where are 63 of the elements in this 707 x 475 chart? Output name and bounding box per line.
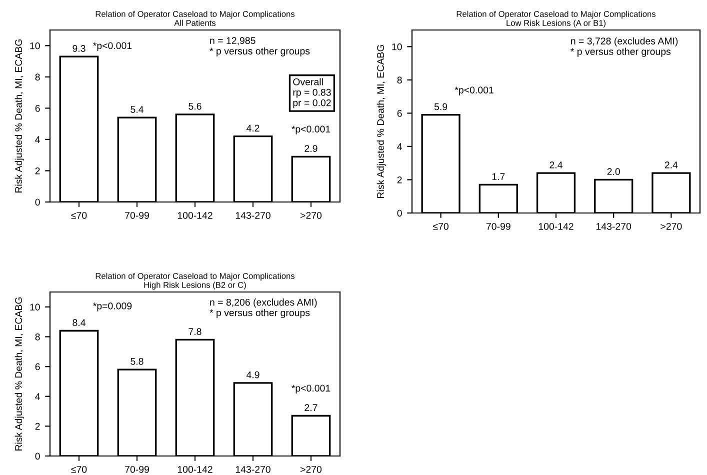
x-tick-label: >270 xyxy=(300,466,322,473)
data-label: 9.3 xyxy=(72,45,86,52)
y-axis-title: Risk Adjusted % Death, MI, ECABG xyxy=(376,44,386,198)
annotation: *p<0.001 xyxy=(292,384,330,394)
x-tick-label: >270 xyxy=(660,222,682,230)
y-tick-label: 0 xyxy=(397,210,402,217)
x-tick-label: 70-99 xyxy=(125,212,149,219)
y-tick-label: 6 xyxy=(35,363,40,370)
data-label: 4.2 xyxy=(246,124,260,132)
x-tick-label: 143-270 xyxy=(596,222,632,230)
y-tick-label: 0 xyxy=(35,198,40,206)
data-label: 2.0 xyxy=(607,168,620,176)
annotation: Overall rp = 0.83 pr = 0.02 xyxy=(293,78,331,108)
chart-title: Relation of Operator Caseload to Major Complications All Patients xyxy=(96,10,295,26)
data-label: 5.6 xyxy=(188,102,202,110)
annotation: *p<0.001 xyxy=(292,126,330,134)
data-label: 7.8 xyxy=(188,328,202,336)
x-tick-label: ≤70 xyxy=(433,222,448,230)
y-tick-label: 10 xyxy=(30,304,40,311)
chart-title: Relation of Operator Caseload to Major Complications High Risk Lesions (B2 or C) xyxy=(96,272,295,290)
data-label: 2.9 xyxy=(304,145,318,152)
y-tick-label: 2 xyxy=(35,422,40,430)
data-label: 8.4 xyxy=(72,319,86,326)
y-tick-label: 4 xyxy=(397,143,402,150)
y-tick-label: 10 xyxy=(392,43,402,50)
y-tick-label: 2 xyxy=(397,176,402,184)
y-tick-label: 10 xyxy=(30,42,40,50)
x-tick-label: ≤70 xyxy=(71,212,87,219)
y-tick-label: 4 xyxy=(35,136,40,143)
data-label: 2.4 xyxy=(664,161,678,168)
data-label: 2.4 xyxy=(550,161,562,168)
y-tick-label: 0 xyxy=(35,452,40,460)
annotation: *p=0.009 xyxy=(93,302,132,312)
annotation: n = 3,728 (excludes AMI) * p versus other groups xyxy=(570,37,678,57)
y-tick-label: 8 xyxy=(35,333,40,340)
y-axis-title: Risk Adjusted % Death, MI, ECABG xyxy=(14,297,24,450)
x-tick-label: 70-99 xyxy=(486,222,510,230)
data-label: 2.7 xyxy=(304,404,318,411)
y-tick-label: 6 xyxy=(397,110,402,117)
data-label: 4.9 xyxy=(246,371,260,378)
annotation: n = 8,206 (excludes AMI) * p versus other groups xyxy=(210,298,317,318)
x-tick-label: >270 xyxy=(300,212,322,219)
data-label: 5.9 xyxy=(434,103,448,110)
x-tick-label: 100-142 xyxy=(178,466,212,473)
y-tick-label: 6 xyxy=(35,104,40,112)
y-tick-label: 4 xyxy=(35,393,40,400)
y-tick-label: 8 xyxy=(35,74,40,81)
y-tick-label: 2 xyxy=(35,167,40,174)
annotation: *p<0.001 xyxy=(454,86,494,96)
x-tick-label: 70-99 xyxy=(125,466,149,473)
x-tick-label: ≤70 xyxy=(71,466,87,473)
x-tick-label: 143-270 xyxy=(236,466,270,473)
y-axis-title: Risk Adjusted % Death, MI, ECABG xyxy=(14,39,24,192)
x-tick-label: 143-270 xyxy=(236,212,270,219)
chart-title: Relation of Operator Caseload to Major Complications Low Risk Lesions (A or B1) xyxy=(456,10,656,28)
y-tick-label: 8 xyxy=(397,76,402,84)
data-label: 5.8 xyxy=(130,358,144,365)
x-tick-label: 100-142 xyxy=(538,222,574,230)
data-label: 5.4 xyxy=(130,106,144,113)
annotation: *p<0.001 xyxy=(93,42,132,52)
annotation: n = 12,985 * p versus other groups xyxy=(210,37,310,56)
data-label: 1.7 xyxy=(492,173,505,180)
x-tick-label: 100-142 xyxy=(178,212,212,219)
